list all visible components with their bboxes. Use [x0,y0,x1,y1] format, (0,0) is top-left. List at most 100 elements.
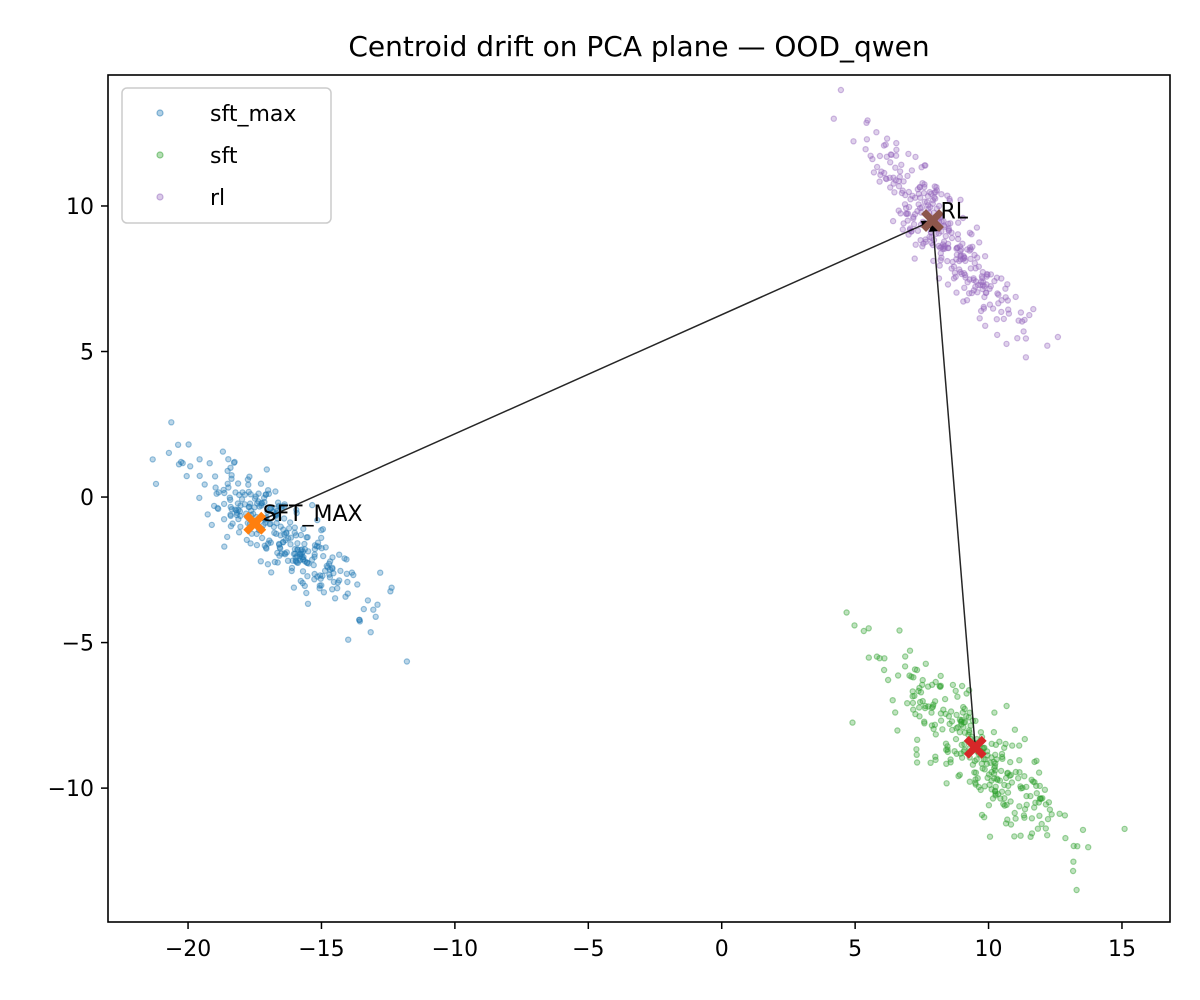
point-rl [1021,316,1028,324]
point-rl [912,153,919,161]
point-sft_max [336,551,343,558]
point-rl [900,220,907,227]
point-sft_max [235,529,243,536]
point-sft [913,759,921,766]
point-sft_max [311,542,319,549]
point-rl [1002,294,1009,301]
point-sft [944,748,952,756]
point-rl [931,189,938,196]
point-sft_max [301,546,309,553]
point-rl [1005,310,1013,317]
point-sft [865,625,872,632]
point-sft_max [284,557,292,565]
point-rl [947,220,954,227]
x-tick-label: 10 [975,937,1003,962]
point-rl [917,236,924,244]
point-sft [939,726,946,733]
point-sft_max [225,456,232,463]
point-sft [965,714,972,721]
point-sft_max [267,505,275,512]
point-sft [997,767,1005,775]
point-rl [896,173,904,181]
point-sft_max [281,502,288,510]
point-rl [895,177,903,185]
legend-label-rl: rl [210,186,225,211]
centroid-annotations: SFT_MAX RL [263,200,969,528]
point-sft [921,720,928,727]
point-rl [1022,354,1030,361]
point-sft_max [255,490,262,497]
point-sft [1012,768,1020,776]
point-rl [881,169,888,177]
point-rl [967,246,975,253]
point-rl [917,194,924,201]
point-rl [939,245,947,253]
x-tick-label: −20 [165,937,211,962]
point-sft_max [243,536,250,544]
point-sft_max [290,584,298,591]
point-rl [982,322,989,329]
point-sft_max [274,515,281,522]
point-rl [962,257,969,265]
point-sft [983,748,991,755]
point-rl [998,297,1005,304]
point-sft [910,674,917,681]
point-sft_max [220,516,228,523]
point-sft_max [226,494,233,501]
point-sft [1017,785,1025,792]
point-sft [995,790,1002,798]
point-sft_max [342,593,349,600]
point-sft_max [303,559,311,566]
point-sft [1007,798,1014,805]
point-rl [928,190,935,197]
point-sft [990,770,998,777]
point-sft_max [229,520,236,527]
point-sft [1061,812,1069,819]
point-sft [992,790,999,797]
point-sft_max [334,579,342,586]
point-sft [849,719,856,726]
point-sft_max [292,554,299,561]
point-rl [980,303,987,311]
point-rl [917,204,924,212]
point-rl [958,246,965,253]
point-sft [996,777,1004,784]
point-sft [981,766,988,773]
point-sft [902,653,909,660]
point-sft_max [261,542,268,549]
point-sft_max [252,493,259,500]
point-sft [919,676,926,684]
point-sft_max [266,537,273,544]
point-sft_max [214,505,222,513]
point-sft_max [267,539,274,546]
point-sft_max [261,498,268,506]
point-sft_max [303,534,310,541]
point-sft [1003,702,1010,710]
point-sft_max [210,502,218,510]
point-sft [1069,867,1077,875]
point-sft [1017,783,1024,790]
point-rl [940,238,948,245]
point-sft_max [315,543,322,550]
point-sft [925,703,932,710]
point-sft [945,713,953,720]
point-sft_max [256,503,263,510]
point-sft_max [296,551,304,558]
point-sft_max [224,467,231,475]
point-rl [898,189,906,197]
point-sft [946,720,953,728]
point-rl [969,243,976,250]
point-sft [1004,816,1011,823]
point-rl [911,210,919,218]
point-rl [966,244,974,251]
point-sft_max [320,589,328,596]
point-sft_max [330,570,337,577]
point-rl [959,255,967,263]
point-sft_max [234,480,242,487]
point-sft [960,719,968,726]
point-rl [960,298,967,305]
point-rl [904,172,911,180]
point-sft [988,786,995,793]
point-sft_max [280,515,288,522]
